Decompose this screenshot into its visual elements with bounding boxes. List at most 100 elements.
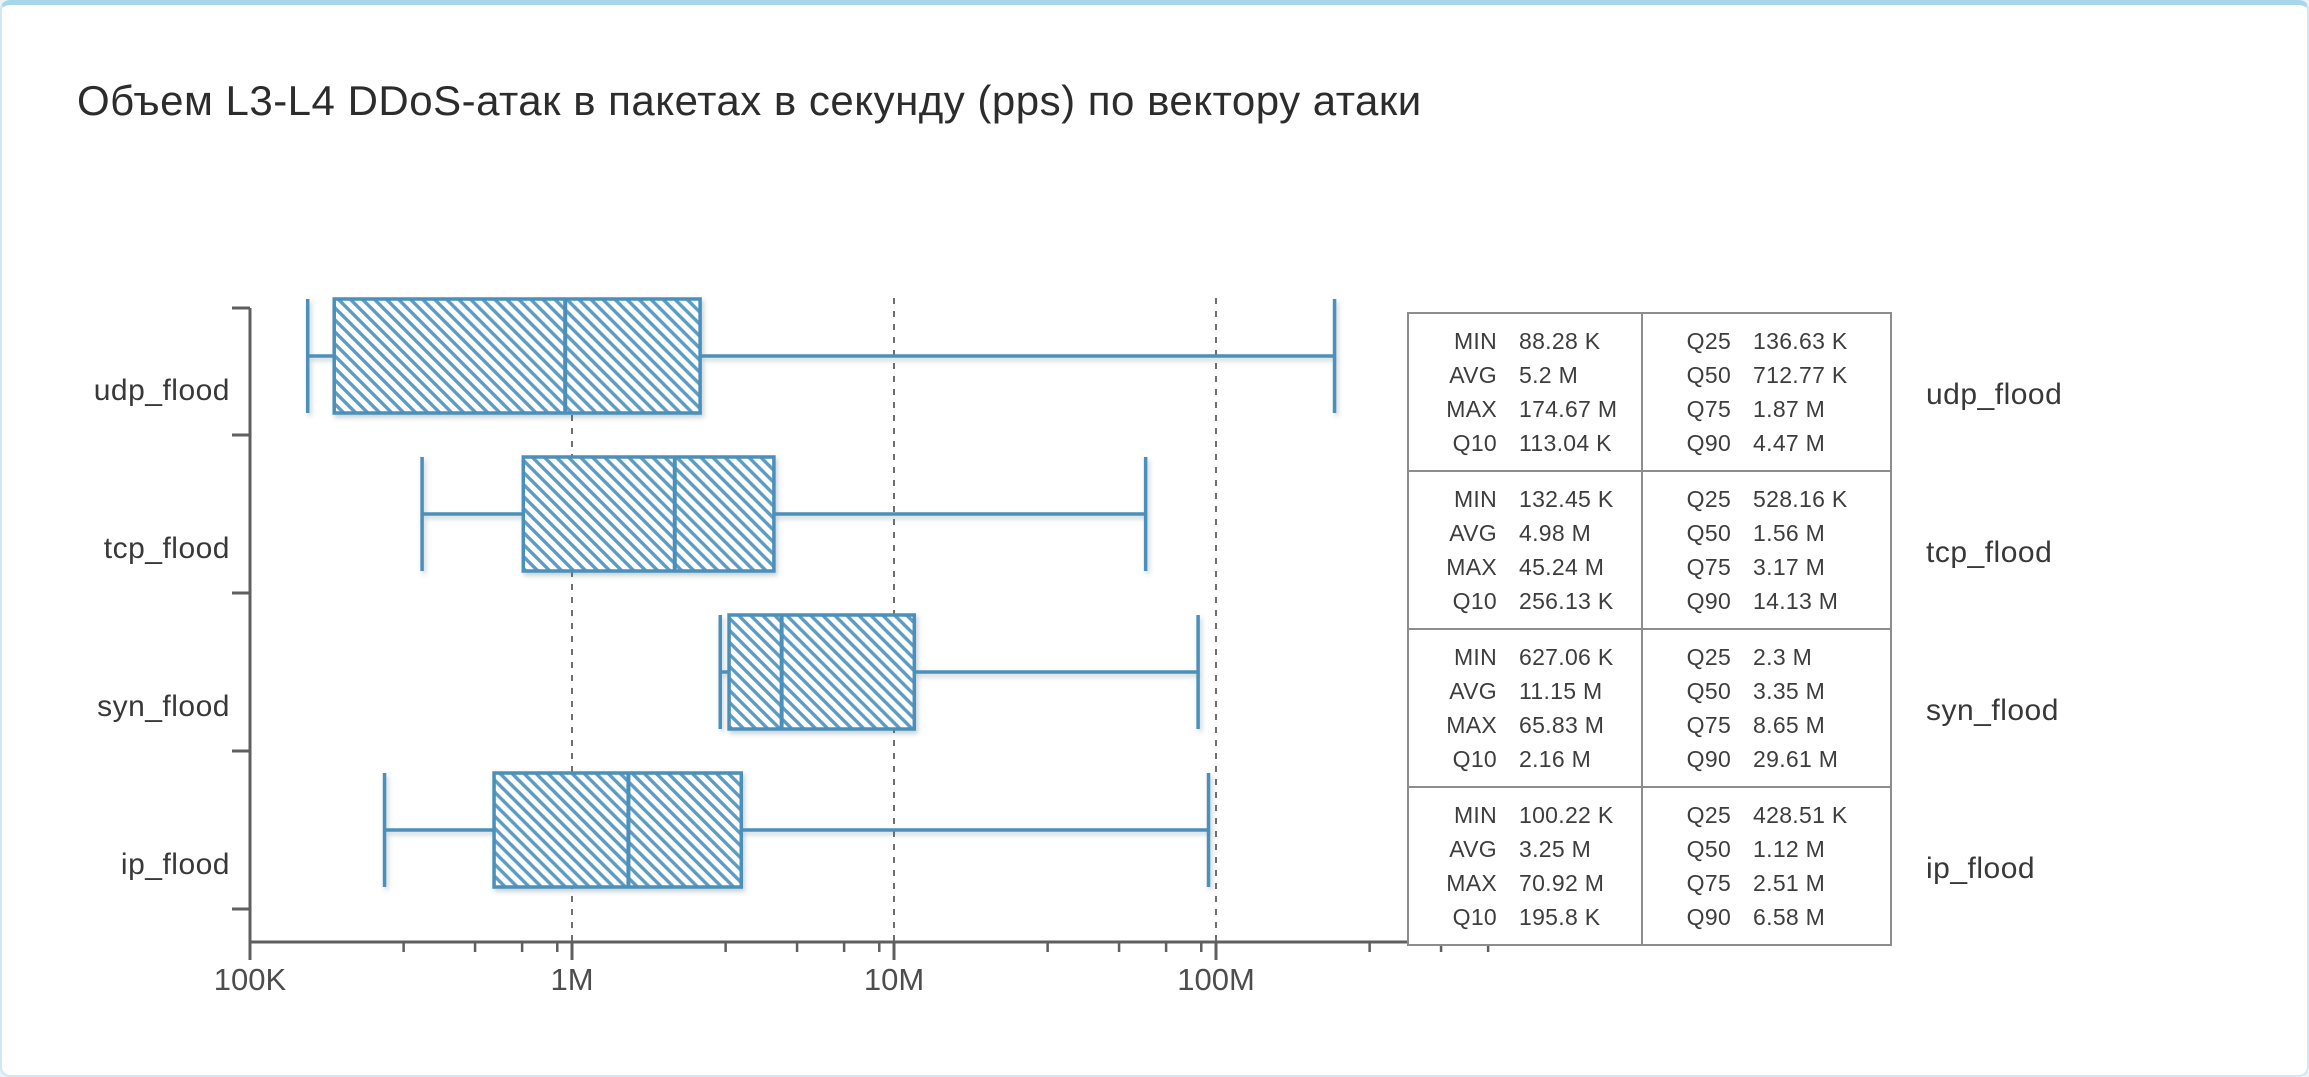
stat-key: Q25 bbox=[1686, 643, 1732, 670]
table-category-label-udp_flood: udp_flood bbox=[1926, 378, 2063, 411]
stat-row-tcp_flood-MIN: MIN 132.45 K bbox=[1409, 485, 1641, 512]
stat-value: 88.28 K bbox=[1519, 327, 1601, 354]
stat-row-tcp_flood-Q25: Q25 528.16 K bbox=[1643, 485, 1890, 512]
stat-key: Q90 bbox=[1686, 745, 1732, 772]
stat-value: 174.67 M bbox=[1519, 395, 1618, 422]
stat-key: Q25 bbox=[1686, 485, 1732, 512]
stat-value: 2.16 M bbox=[1519, 745, 1592, 772]
stat-value: 29.61 M bbox=[1753, 745, 1839, 772]
stat-row-udp_flood-Q10: Q10 113.04 K bbox=[1409, 429, 1641, 456]
stat-key: MIN bbox=[1453, 643, 1497, 670]
stat-key: MAX bbox=[1446, 711, 1497, 738]
stat-value: 70.92 M bbox=[1519, 869, 1605, 896]
stat-key: Q90 bbox=[1686, 429, 1732, 456]
stat-value: 528.16 K bbox=[1753, 485, 1848, 512]
stat-key: MIN bbox=[1453, 485, 1497, 512]
stat-row-udp_flood-Q90: Q90 4.47 M bbox=[1643, 429, 1890, 456]
stat-row-udp_flood-AVG: AVG 5.2 M bbox=[1409, 361, 1641, 388]
stats-column: MIN 100.22 K AVG 3.25 M MAX 70.92 M Q10 195.8 K bbox=[1409, 788, 1644, 944]
stat-key: Q10 bbox=[1452, 429, 1497, 456]
stat-row-ip_flood-Q25: Q25 428.51 K bbox=[1643, 801, 1890, 828]
stat-row-syn_flood-Q75: Q75 8.65 M bbox=[1643, 711, 1890, 738]
stats-column: Q25 528.16 K Q50 1.56 M Q75 3.17 M Q90 14.13 M bbox=[1643, 472, 1890, 628]
stat-row-udp_flood-Q50: Q50 712.77 K bbox=[1643, 361, 1890, 388]
x-tick-label-10M: 10M bbox=[864, 962, 924, 997]
stat-row-ip_flood-MIN: MIN 100.22 K bbox=[1409, 801, 1641, 828]
stat-row-tcp_flood-AVG: AVG 4.98 M bbox=[1409, 519, 1641, 546]
stat-value: 6.58 M bbox=[1753, 903, 1826, 930]
stat-row-tcp_flood-Q75: Q75 3.17 M bbox=[1643, 553, 1890, 580]
x-tick-label-1M: 1M bbox=[550, 962, 593, 997]
stat-key: MAX bbox=[1446, 395, 1497, 422]
y-category-label-syn_flood: syn_flood bbox=[97, 690, 230, 723]
stats-column: Q25 136.63 K Q50 712.77 K Q75 1.87 M Q90 4.47 M bbox=[1643, 314, 1890, 470]
stat-value: 428.51 K bbox=[1753, 801, 1848, 828]
stat-value: 1.56 M bbox=[1753, 519, 1826, 546]
table-category-label-tcp_flood: tcp_flood bbox=[1926, 536, 2053, 569]
stats-column: MIN 627.06 K AVG 11.15 M MAX 65.83 M Q10 2.16 M bbox=[1409, 630, 1644, 786]
stat-value: 132.45 K bbox=[1519, 485, 1614, 512]
stat-key: Q75 bbox=[1686, 395, 1732, 422]
stat-row-tcp_flood-Q10: Q10 256.13 K bbox=[1409, 587, 1641, 614]
stats-column: MIN 132.45 K AVG 4.98 M MAX 45.24 M Q10 256.13 … bbox=[1409, 472, 1644, 628]
stat-row-udp_flood-MAX: MAX 174.67 M bbox=[1409, 395, 1641, 422]
boxplot-chart: 100K 1M 10M 100M bbox=[214, 297, 1497, 997]
chart-title: Объем L3-L4 DDoS-атак в пакетах в секунд… bbox=[77, 77, 1422, 124]
table-category-label-ip_flood: ip_flood bbox=[1926, 852, 2036, 885]
stat-value: 627.06 K bbox=[1519, 643, 1614, 670]
stat-key: MAX bbox=[1446, 869, 1497, 896]
stat-row-udp_flood-MIN: MIN 88.28 K bbox=[1409, 327, 1641, 354]
x-tick-label-100K: 100K bbox=[214, 962, 287, 997]
boxplot-udp_flood bbox=[305, 297, 1337, 415]
stat-value: 1.12 M bbox=[1753, 835, 1826, 862]
stat-value: 136.63 K bbox=[1753, 327, 1848, 354]
stat-key: Q10 bbox=[1452, 587, 1497, 614]
stat-key: Q75 bbox=[1686, 553, 1732, 580]
table-category-label-syn_flood: syn_flood bbox=[1926, 694, 2059, 727]
stat-row-ip_flood-Q10: Q10 195.8 K bbox=[1409, 903, 1641, 930]
stat-key: AVG bbox=[1449, 677, 1497, 704]
stat-value: 2.51 M bbox=[1753, 869, 1826, 896]
stats-column: Q25 428.51 K Q50 1.12 M Q75 2.51 M Q90 6.58 M bbox=[1643, 788, 1890, 944]
stat-key: Q50 bbox=[1686, 835, 1732, 862]
x-tick-label-100M: 100M bbox=[1177, 962, 1255, 997]
stat-key: Q50 bbox=[1686, 519, 1732, 546]
stat-value: 3.17 M bbox=[1753, 553, 1826, 580]
stat-value: 3.35 M bbox=[1753, 677, 1826, 704]
stat-value: 113.04 K bbox=[1519, 429, 1612, 456]
stat-row-syn_flood-Q50: Q50 3.35 M bbox=[1643, 677, 1890, 704]
stat-key: Q90 bbox=[1686, 587, 1732, 614]
stat-value: 45.24 M bbox=[1519, 553, 1605, 580]
stat-value: 2.3 M bbox=[1753, 643, 1813, 670]
stat-row-tcp_flood-Q90: Q90 14.13 M bbox=[1643, 587, 1890, 614]
stat-key: Q25 bbox=[1686, 327, 1732, 354]
stat-value: 8.65 M bbox=[1753, 711, 1826, 738]
box-ip_flood bbox=[492, 771, 744, 889]
stat-value: 65.83 M bbox=[1519, 711, 1605, 738]
stat-row-ip_flood-MAX: MAX 70.92 M bbox=[1409, 869, 1641, 896]
stats-column: MIN 88.28 K AVG 5.2 M MAX 174.67 M Q10 113.04 K bbox=[1409, 314, 1644, 470]
stat-value: 11.15 M bbox=[1519, 677, 1603, 704]
stat-value: 195.8 K bbox=[1519, 903, 1601, 930]
box-syn_flood bbox=[727, 613, 917, 731]
stat-row-udp_flood-Q75: Q75 1.87 M bbox=[1643, 395, 1890, 422]
stats-table-ip_flood: MIN 100.22 K AVG 3.25 M MAX 70.92 M Q10 195.8 K… bbox=[1407, 786, 1892, 946]
stat-value: 256.13 K bbox=[1519, 587, 1614, 614]
stat-key: Q50 bbox=[1686, 361, 1732, 388]
boxplot-tcp_flood bbox=[420, 455, 1148, 573]
stat-row-ip_flood-Q50: Q50 1.12 M bbox=[1643, 835, 1890, 862]
stat-row-syn_flood-Q90: Q90 29.61 M bbox=[1643, 745, 1890, 772]
stat-key: AVG bbox=[1449, 361, 1497, 388]
stat-row-tcp_flood-Q50: Q50 1.56 M bbox=[1643, 519, 1890, 546]
stat-key: Q50 bbox=[1686, 677, 1732, 704]
stat-key: MIN bbox=[1453, 801, 1497, 828]
y-category-label-tcp_flood: tcp_flood bbox=[103, 532, 230, 565]
y-category-label-ip_flood: ip_flood bbox=[120, 848, 230, 881]
stat-value: 100.22 K bbox=[1519, 801, 1614, 828]
stat-value: 14.13 M bbox=[1753, 587, 1839, 614]
stat-key: AVG bbox=[1449, 519, 1497, 546]
stat-key: Q25 bbox=[1686, 801, 1732, 828]
stat-key: Q10 bbox=[1452, 745, 1497, 772]
stats-table-tcp_flood: MIN 132.45 K AVG 4.98 M MAX 45.24 M Q10 256.13 … bbox=[1407, 470, 1892, 630]
stat-row-ip_flood-AVG: AVG 3.25 M bbox=[1409, 836, 1641, 862]
